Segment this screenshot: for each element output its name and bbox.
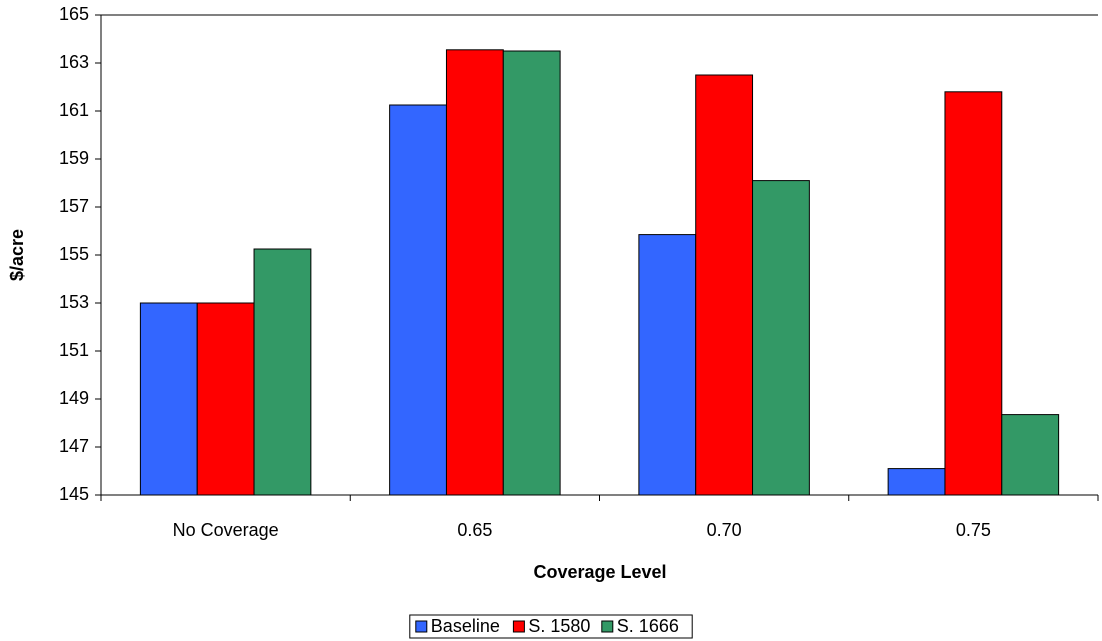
bar xyxy=(139,302,198,496)
y-axis-label: $/acre xyxy=(7,229,27,281)
y-tick-label: 163 xyxy=(59,52,89,72)
legend-swatch xyxy=(415,620,428,633)
legend-label: S. 1580 xyxy=(528,616,590,636)
x-tick-label: No Coverage xyxy=(173,520,279,540)
y-tick-label: 151 xyxy=(59,340,89,360)
bar xyxy=(887,468,946,496)
legend-label: S. 1666 xyxy=(617,616,679,636)
bar xyxy=(695,74,754,496)
y-tick-label: 161 xyxy=(59,100,89,120)
y-tick-label: 153 xyxy=(59,292,89,312)
bar xyxy=(445,49,504,496)
legend-box xyxy=(409,614,693,639)
bar xyxy=(944,91,1003,496)
y-tick-label: 159 xyxy=(59,148,89,168)
bar xyxy=(196,302,255,496)
legend-label: Baseline xyxy=(431,616,500,636)
bar xyxy=(253,248,312,496)
bar xyxy=(752,180,810,496)
y-tick-label: 149 xyxy=(59,388,89,408)
legend-swatch xyxy=(512,620,525,633)
y-tick-label: 157 xyxy=(59,196,89,216)
y-tick-label: 147 xyxy=(59,436,89,456)
x-tick-label: 0.75 xyxy=(956,520,991,540)
bar xyxy=(638,234,697,496)
bar xyxy=(389,104,447,496)
y-tick-label: 165 xyxy=(59,4,89,24)
legend-swatch xyxy=(601,620,614,633)
bar xyxy=(1001,414,1060,496)
bar xyxy=(502,50,561,496)
x-tick-label: 0.65 xyxy=(457,520,492,540)
x-axis-label: Coverage Level xyxy=(533,562,666,582)
y-tick-label: 155 xyxy=(59,244,89,264)
x-tick-label: 0.70 xyxy=(707,520,742,540)
y-tick-label: 145 xyxy=(59,484,89,504)
